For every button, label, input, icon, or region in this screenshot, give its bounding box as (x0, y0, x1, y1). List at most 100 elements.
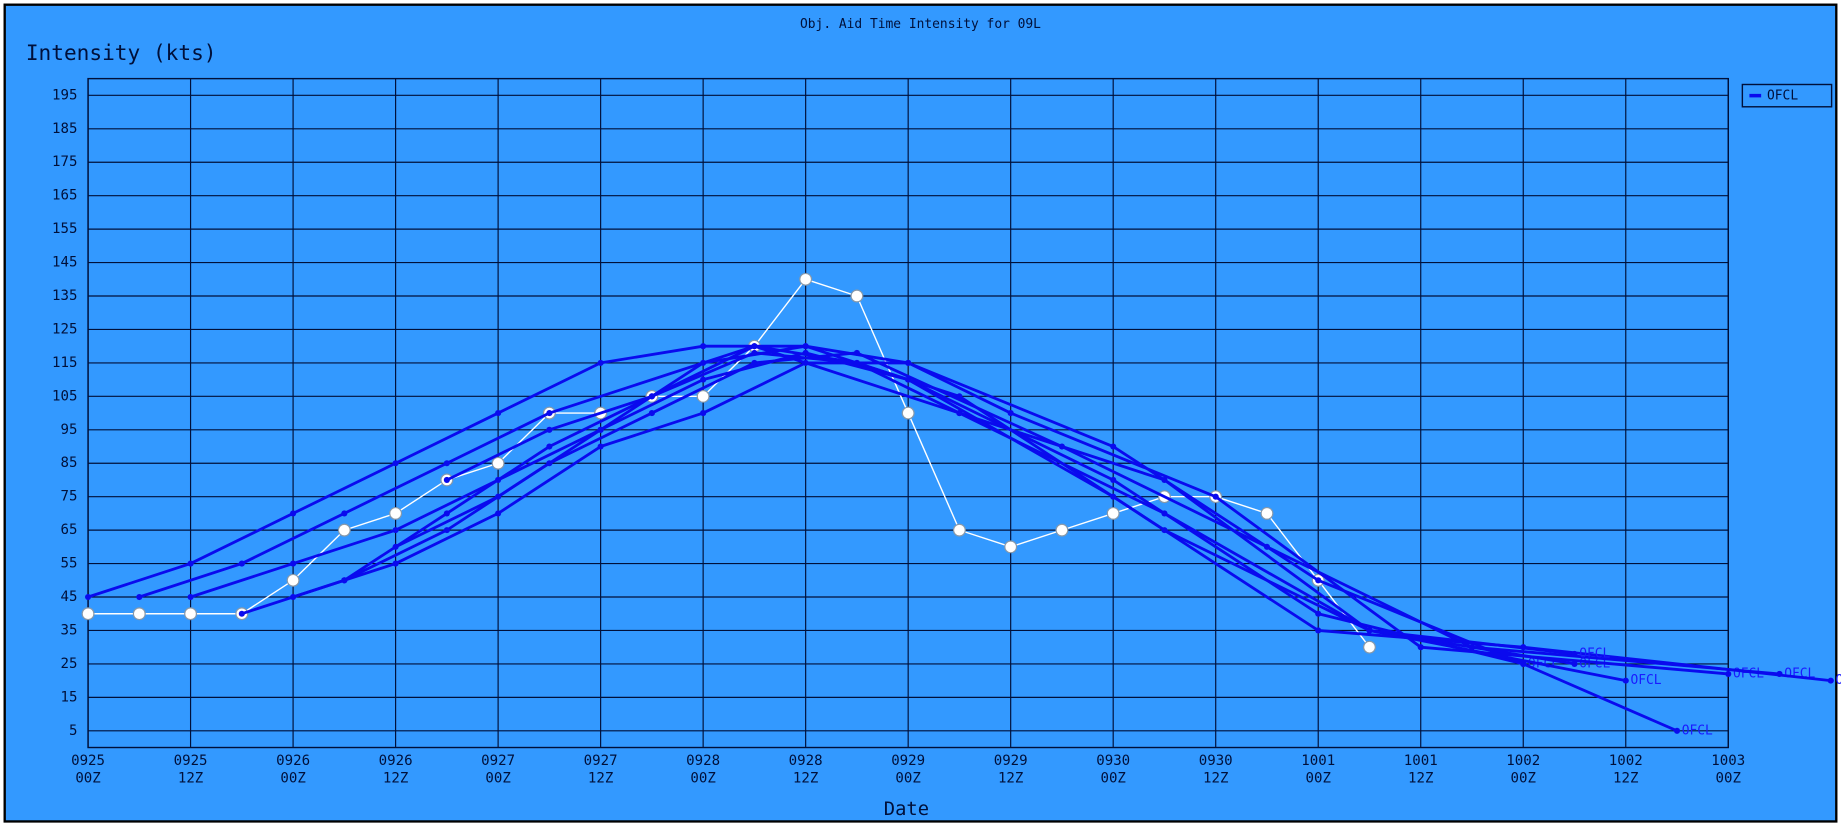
y-tick-label: 135 (52, 288, 77, 304)
data-point (802, 349, 809, 356)
y-tick-label: 85 (61, 455, 78, 471)
data-point (495, 510, 502, 517)
data-point (1622, 677, 1629, 684)
y-tick-label: 25 (61, 656, 78, 672)
x-tick-label: 0929 00Z (891, 752, 926, 787)
data-point (1315, 577, 1322, 584)
y-tick-label: 105 (52, 388, 77, 404)
data-point (751, 349, 758, 356)
y-tick-label: 155 (52, 221, 77, 237)
data-point (443, 510, 450, 517)
data-point (700, 376, 707, 383)
x-tick-label: 0925 00Z (71, 752, 106, 787)
data-point (1468, 644, 1476, 651)
data-point (1571, 650, 1578, 657)
data-point (546, 410, 553, 417)
data-point (799, 272, 813, 286)
y-tick-label: 55 (61, 556, 78, 572)
data-point (1366, 627, 1373, 634)
y-tick-label: 95 (61, 422, 78, 438)
data-point (290, 593, 297, 601)
series-end-label: OFCL (1682, 723, 1713, 738)
data-point (1363, 640, 1376, 654)
data-point (1110, 443, 1117, 450)
x-tick-label: 0930 12Z (1198, 752, 1233, 787)
data-point (1161, 510, 1168, 517)
x-tick-label: 0928 12Z (788, 752, 823, 787)
data-point (901, 406, 915, 420)
x-tick-label: 0926 00Z (276, 752, 311, 787)
y-tick-label: 175 (52, 154, 77, 170)
data-point (597, 426, 604, 433)
data-point (597, 359, 604, 366)
panel (3, 3, 1838, 823)
x-tick-label: 1002 12Z (1608, 752, 1643, 787)
x-tick-label: 0925 12Z (173, 752, 208, 787)
data-point (597, 443, 604, 450)
data-point (802, 343, 809, 350)
data-point (1315, 610, 1322, 617)
data-point (1110, 476, 1117, 484)
data-point (392, 527, 399, 534)
data-point (648, 393, 655, 400)
y-tick-label: 5 (69, 723, 77, 739)
y-tick-label: 115 (52, 355, 77, 371)
data-point (238, 610, 245, 617)
data-point (81, 607, 95, 621)
data-point (1263, 543, 1271, 550)
data-point (392, 460, 399, 467)
data-point (802, 359, 809, 366)
data-point (700, 343, 707, 350)
data-point (495, 493, 502, 500)
data-point (443, 476, 450, 484)
series-line (394, 351, 1831, 683)
x-tick-label: 1002 00Z (1506, 752, 1541, 787)
data-point (1417, 644, 1424, 651)
y-axis-label: Intensity (kts) (26, 40, 217, 65)
data-point (700, 359, 707, 366)
data-point (187, 593, 194, 601)
legend-label: OFCL (1767, 89, 1798, 104)
data-point (286, 573, 300, 587)
x-axis-label: Date (884, 799, 929, 820)
x-tick-label: 1001 12Z (1403, 752, 1438, 787)
data-point (853, 359, 860, 366)
series-end-label: OFCL (1630, 673, 1661, 688)
data-point (341, 577, 348, 584)
y-tick-label: 145 (52, 255, 77, 271)
data-point (1725, 670, 1732, 677)
data-point (751, 343, 758, 350)
data-point (1212, 493, 1219, 500)
data-point (290, 560, 297, 567)
x-tick-label: 0929 12Z (993, 752, 1028, 787)
data-point (136, 593, 143, 601)
series-end-label: OFCL (1835, 673, 1841, 688)
y-tick-label: 125 (52, 321, 77, 337)
data-point (392, 560, 399, 567)
data-point (850, 289, 864, 303)
data-point (392, 543, 399, 550)
data-point (700, 410, 707, 417)
data-point (956, 393, 963, 400)
x-tick-label: 0930 00Z (1096, 752, 1131, 787)
data-point (290, 510, 297, 517)
x-tick-label: 1001 00Z (1301, 752, 1336, 787)
x-tick-label: 0926 12Z (378, 752, 413, 787)
x-tick-label: 0927 00Z (481, 752, 516, 787)
y-tick-label: 165 (52, 188, 77, 204)
chart-title: Obj. Aid Time Intensity for 09L (800, 17, 1041, 32)
data-point (1673, 727, 1681, 734)
data-point (1004, 540, 1018, 554)
data-point (952, 523, 966, 537)
y-tick-label: 195 (52, 87, 77, 103)
data-point (546, 443, 553, 450)
data-point (341, 510, 348, 517)
data-point (187, 560, 194, 567)
data-point (1161, 527, 1168, 534)
data-point (546, 426, 553, 433)
data-point (696, 389, 710, 403)
legend: OFCL (1741, 83, 1833, 108)
series-end-label: OFCL (1579, 646, 1610, 661)
